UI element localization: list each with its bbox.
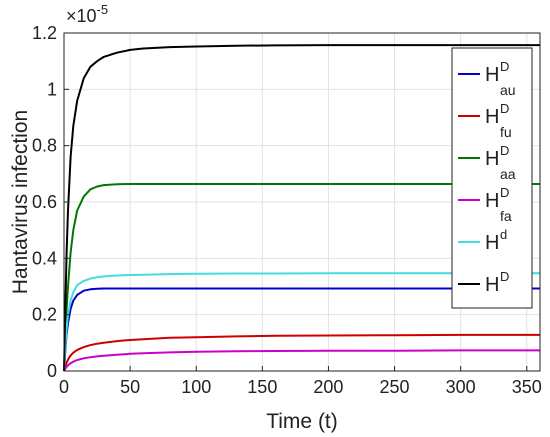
y-axis-multiplier: ×10-5 — [66, 2, 108, 26]
x-tick-label: 0 — [59, 377, 69, 397]
x-tick-label: 250 — [380, 377, 410, 397]
legend-entry: HD — [485, 269, 509, 296]
y-tick-label: 0 — [47, 361, 57, 381]
x-tick-label: 350 — [512, 377, 542, 397]
y-tick-label: 0.6 — [32, 192, 57, 212]
series-line-d-4 — [63, 272, 540, 372]
legend-entry: Hd — [485, 227, 507, 254]
y-tick-label: 0.4 — [32, 248, 57, 268]
x-tick-label: 100 — [181, 377, 211, 397]
series-line-fa-3 — [63, 349, 540, 372]
x-axis: 0 50 100 150 200 250 300 350 — [59, 366, 542, 397]
y-tick-label: 0.2 — [32, 305, 57, 325]
series-line-D-5 — [63, 44, 540, 372]
x-axis-label: Time (t) — [266, 410, 338, 433]
y-tick-label: 1 — [47, 79, 57, 99]
y-tick-label: 1.2 — [32, 23, 57, 43]
legend-entry: HD au — [485, 59, 516, 98]
x-tick-label: 200 — [313, 377, 343, 397]
legend: HD au HD fu HD aa HD fa Hd HD — [451, 47, 533, 309]
y-axis: 0 0.2 0.4 0.6 0.8 1 1.2 — [32, 23, 69, 381]
x-tick-label: 150 — [247, 377, 277, 397]
series-line-fu-1 — [63, 333, 540, 372]
x-tick-label: 50 — [120, 377, 140, 397]
legend-entry: HD fu — [485, 101, 512, 140]
series-line-au-0 — [63, 287, 540, 372]
y-axis-label: Hantavirus infection — [9, 110, 32, 294]
legend-box — [451, 47, 533, 309]
y-tick-label: 0.8 — [32, 136, 57, 156]
series-lines — [63, 44, 540, 372]
legend-entry: HD aa — [485, 143, 516, 182]
series-line-aa-2 — [63, 183, 540, 372]
legend-entry: HD fa — [485, 185, 512, 224]
x-tick-label: 300 — [446, 377, 476, 397]
